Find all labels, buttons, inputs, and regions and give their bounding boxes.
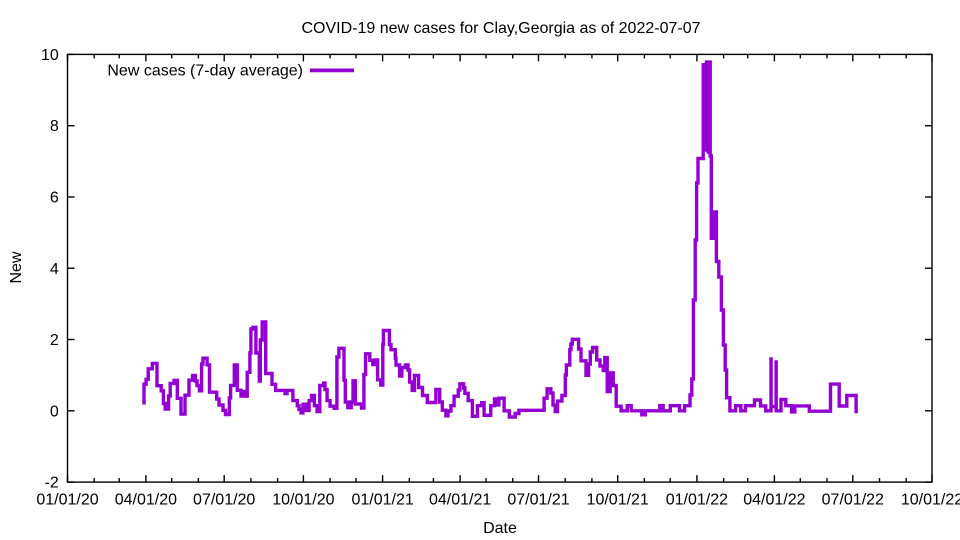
svg-text:07/01/22: 07/01/22 — [822, 492, 884, 509]
svg-text:07/01/21: 07/01/21 — [507, 492, 569, 509]
svg-text:04/01/21: 04/01/21 — [429, 492, 491, 509]
svg-text:10/01/22: 10/01/22 — [901, 492, 960, 509]
svg-text:07/01/20: 07/01/20 — [193, 492, 255, 509]
svg-text:10/01/20: 10/01/20 — [272, 492, 334, 509]
svg-text:01/01/21: 01/01/21 — [351, 492, 413, 509]
svg-text:04/01/20: 04/01/20 — [115, 492, 177, 509]
svg-text:04/01/22: 04/01/22 — [743, 492, 805, 509]
svg-text:8: 8 — [50, 118, 59, 135]
svg-text:6: 6 — [50, 190, 59, 207]
svg-text:2: 2 — [50, 332, 59, 349]
svg-text:New cases (7-day average): New cases (7-day average) — [107, 62, 303, 79]
svg-text:10/01/21: 10/01/21 — [587, 492, 649, 509]
svg-text:Date: Date — [483, 520, 517, 537]
svg-text:COVID-19 new cases for Clay,Ge: COVID-19 new cases for Clay,Georgia as o… — [301, 20, 700, 37]
svg-text:New: New — [8, 251, 25, 283]
svg-text:4: 4 — [50, 261, 59, 278]
svg-text:10: 10 — [41, 47, 59, 64]
svg-text:0: 0 — [50, 403, 59, 420]
svg-text:-2: -2 — [45, 475, 59, 492]
svg-text:01/01/22: 01/01/22 — [666, 492, 728, 509]
svg-text:01/01/20: 01/01/20 — [36, 492, 98, 509]
